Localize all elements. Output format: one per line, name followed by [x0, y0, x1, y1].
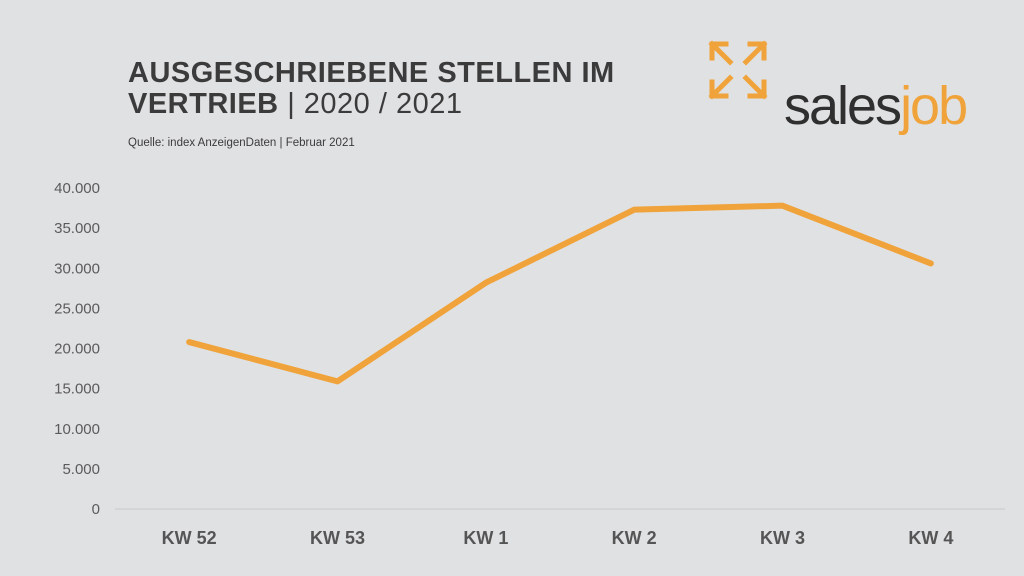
- y-axis-ticks: 0 5.000 10.000 15.000 20.000 25.000 30.000 35.0…: [54, 180, 100, 518]
- source-note: Quelle: index AnzeigenDaten | Februar 20…: [128, 137, 355, 149]
- title-bold-part: VERTRIEB: [128, 88, 279, 120]
- x-category-label: KW 3: [760, 528, 805, 548]
- chart-title: AUSGESCHRIEBENE STELLEN IM VERTRIEB | 20…: [128, 58, 615, 120]
- logo-wordmark: salesjob: [784, 76, 968, 136]
- y-tick-label: 35.000: [54, 220, 100, 237]
- y-tick-label: 30.000: [54, 260, 100, 277]
- series-line: [186, 202, 934, 385]
- title-line-1: AUSGESCHRIEBENE STELLEN IM: [128, 57, 615, 89]
- y-tick-label: 25.000: [54, 300, 100, 317]
- x-category-label: KW 52: [162, 528, 217, 548]
- y-tick-label: 10.000: [54, 421, 100, 438]
- series-layer: [186, 202, 934, 385]
- y-tick-label: 40.000: [54, 180, 100, 197]
- title-light-part: | 2020 / 2021: [278, 88, 463, 120]
- x-category-label: KW 4: [908, 528, 953, 548]
- x-category-label: KW 2: [612, 528, 657, 548]
- x-category-label: KW 53: [310, 528, 365, 548]
- y-tick-label: 20.000: [54, 341, 100, 358]
- y-tick-label: 15.000: [54, 381, 100, 398]
- expand-arrows-icon: [708, 40, 768, 100]
- logo-text-job: job: [900, 76, 968, 136]
- title-line-2: VERTRIEB | 2020 / 2021: [128, 89, 615, 120]
- x-category-label: KW 1: [463, 528, 508, 548]
- x-axis-categories: KW 52 KW 53 KW 1 KW 2 KW 3 KW 4: [162, 528, 954, 548]
- y-tick-label: 5.000: [62, 461, 100, 478]
- salesjob-logo: salesjob: [700, 32, 1000, 142]
- y-tick-label: 0: [92, 501, 100, 518]
- logo-text-sales: sales: [784, 76, 902, 136]
